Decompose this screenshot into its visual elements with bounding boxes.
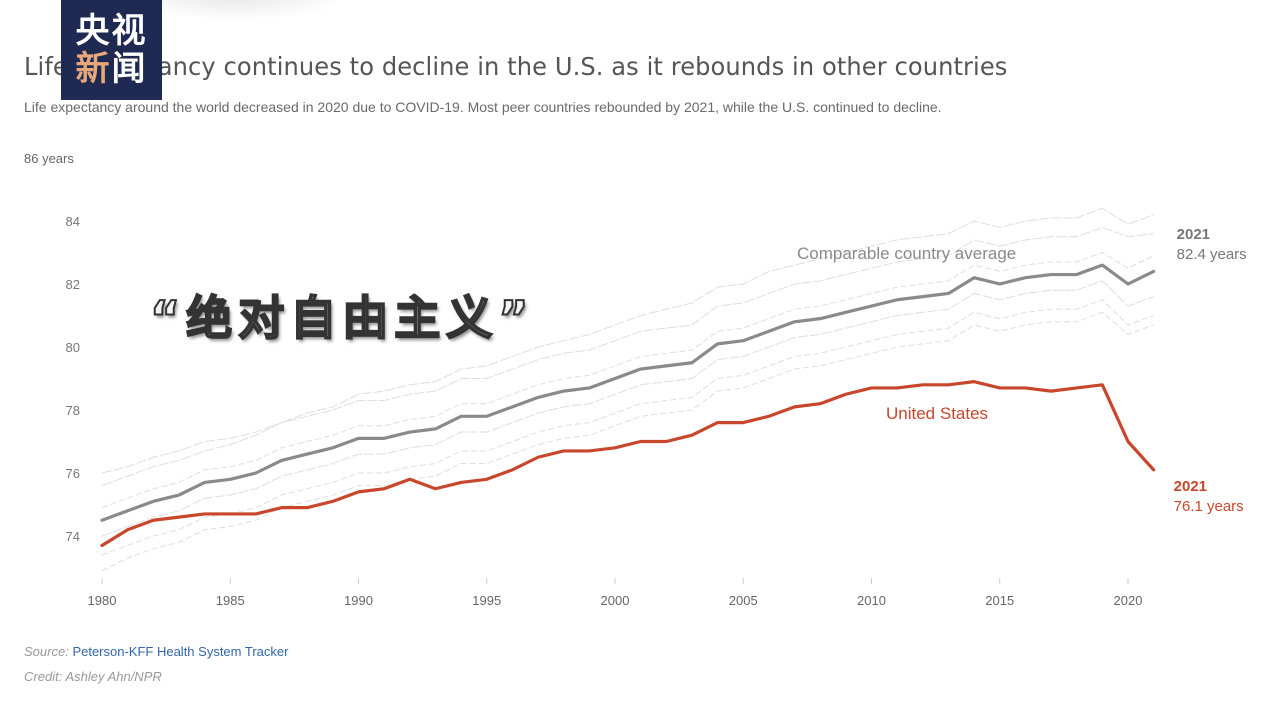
- chart-title: Life expectancy continues to decline in …: [24, 52, 1008, 81]
- united-states-line: [100, 380, 1156, 548]
- peer-country-line: [101, 251, 1154, 509]
- comparable-country-average-line: [100, 263, 1156, 522]
- y-tick-label: 78: [66, 403, 80, 418]
- overlay-caption: “绝对自由主义”: [149, 290, 535, 346]
- united-states-label: United States: [886, 404, 988, 423]
- peer-country-line: [101, 280, 1154, 537]
- end-label-year: 2021: [1174, 478, 1207, 495]
- end-label-value: 82.4 years: [1177, 246, 1247, 263]
- y-tick-label: 74: [66, 529, 80, 544]
- x-tick-label: 2020: [1114, 593, 1143, 608]
- y-tick-label: 76: [66, 466, 80, 481]
- x-tick-label: 2015: [985, 593, 1014, 608]
- x-tick-label: 1985: [216, 593, 245, 608]
- logo-line-1: 央视: [75, 11, 148, 51]
- chart-subtitle: Life expectancy around the world decreas…: [24, 99, 942, 115]
- series-labels: Comparable country average 2021 82.4 years…: [797, 226, 1247, 515]
- x-tick-label: 2000: [601, 593, 630, 608]
- peer-country-lines: [101, 207, 1154, 572]
- x-tick-label: 1980: [88, 593, 117, 608]
- y-tick-label: 80: [66, 340, 80, 355]
- source-line: Source: Peterson-KFF Health System Track…: [24, 644, 288, 659]
- logo-line-2: 新闻: [76, 50, 148, 88]
- logo-char-wen: 闻: [111, 49, 148, 89]
- source-link[interactable]: Peterson-KFF Health System Tracker: [72, 644, 289, 659]
- logo-char-xin: 新: [75, 49, 112, 89]
- peer-country-line: [101, 299, 1154, 556]
- y-axis-unit-label: 86 years: [24, 151, 74, 166]
- background-blur: [120, 0, 350, 20]
- x-tick-label: 2005: [729, 593, 758, 608]
- peer-country-line: [101, 311, 1154, 572]
- credit-line: Credit: Ashley Ahn/NPR: [24, 669, 162, 684]
- cctv-news-logo: 央视 新闻: [61, 0, 162, 100]
- y-axis: 74 76 78 80 82 84: [66, 214, 80, 544]
- end-label-value: 76.1 years: [1174, 498, 1244, 515]
- end-label-year: 2021: [1177, 226, 1210, 243]
- main-series-lines: [100, 263, 1156, 548]
- peer-country-line: [101, 226, 1154, 474]
- x-axis: 1980 1985 1990 1995 2000 2005 2010 2015 2020: [88, 578, 1143, 608]
- source-label: Source:: [24, 644, 69, 659]
- comparable-country-average-label: Comparable country average: [797, 244, 1016, 263]
- y-tick-label: 82: [66, 277, 80, 292]
- x-tick-label: 1990: [344, 593, 373, 608]
- y-tick-label: 84: [66, 214, 80, 229]
- x-tick-label: 1995: [472, 593, 501, 608]
- x-tick-label: 2010: [857, 593, 886, 608]
